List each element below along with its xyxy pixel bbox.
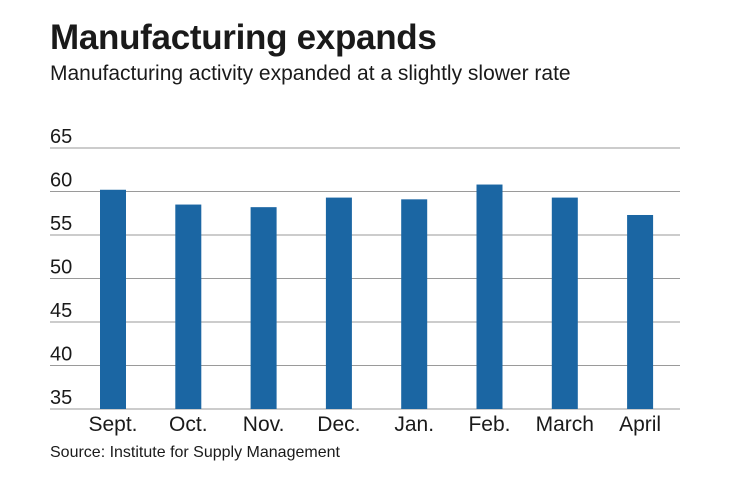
x-category-label: April: [619, 413, 661, 436]
x-category-label: Feb.: [468, 413, 510, 436]
x-axis-labels: Sept. Oct. Nov. Dec. Jan. Feb. March April: [88, 413, 661, 436]
x-category-label: Oct.: [169, 413, 208, 436]
chart-subtitle: Manufacturing activity expanded at a sli…: [50, 62, 571, 85]
bar-nov: [250, 207, 277, 409]
y-tick-label: 50: [50, 257, 72, 279]
x-category-label: Nov.: [243, 413, 285, 436]
x-category-label: Dec.: [317, 413, 360, 436]
bars: [100, 184, 654, 409]
bar-april: [627, 214, 654, 409]
bar-dec: [325, 197, 352, 409]
y-axis-ticks: 35 40 45 50 55 60 65: [50, 126, 72, 409]
source-note: Source: Institute for Supply Management: [50, 444, 340, 461]
bar-march: [551, 197, 578, 409]
x-category-label: Jan.: [394, 413, 434, 436]
y-tick-label: 55: [50, 213, 72, 235]
y-tick-label: 40: [50, 344, 72, 366]
chart-title: Manufacturing expands: [50, 18, 437, 57]
bar-jan: [401, 199, 428, 409]
gridlines: [50, 147, 680, 410]
bar-feb: [476, 184, 503, 409]
bar-oct: [175, 204, 202, 409]
y-tick-label: 60: [50, 170, 72, 192]
y-tick-label: 45: [50, 300, 72, 322]
y-tick-label: 65: [50, 126, 72, 148]
y-tick-label: 35: [50, 387, 72, 409]
x-category-label: Sept.: [88, 413, 137, 436]
bar-sept: [100, 189, 126, 409]
x-category-label: March: [536, 413, 594, 436]
